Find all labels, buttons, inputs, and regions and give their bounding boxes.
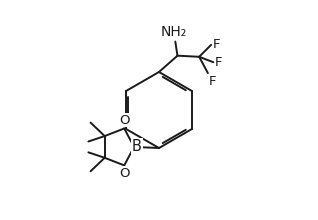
Text: O: O	[120, 167, 130, 180]
Text: F: F	[209, 75, 217, 88]
Text: O: O	[120, 114, 130, 127]
Text: B: B	[132, 139, 142, 154]
Text: NH₂: NH₂	[161, 25, 187, 39]
Text: F: F	[215, 56, 223, 69]
Text: F: F	[213, 38, 220, 51]
